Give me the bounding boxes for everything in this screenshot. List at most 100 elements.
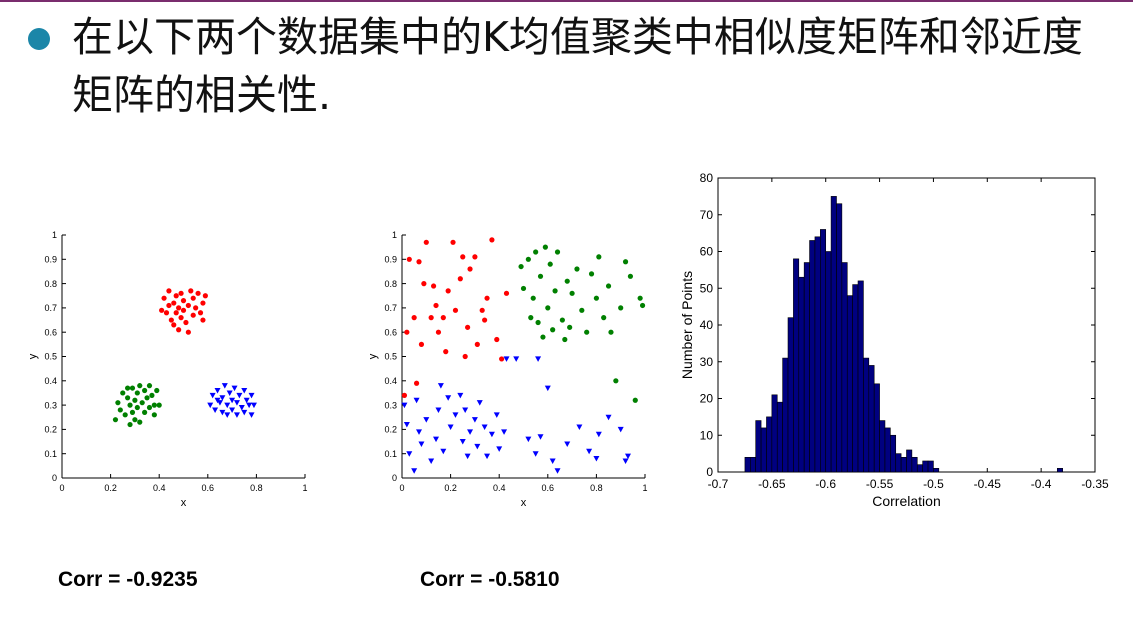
data-point-green <box>637 295 643 301</box>
data-point-red <box>484 295 490 301</box>
data-point-blue <box>214 388 221 394</box>
data-point-green <box>622 259 629 265</box>
x-tick-label: 0.6 <box>542 483 555 493</box>
data-point-green <box>567 324 573 330</box>
data-point-blue <box>224 412 231 418</box>
data-point-red <box>200 317 206 323</box>
data-point-green <box>562 336 568 343</box>
histogram-bar <box>830 196 837 473</box>
data-point-red <box>433 302 439 309</box>
y-tick-label: 0.2 <box>44 425 57 435</box>
x-tick-label: 1 <box>302 483 307 493</box>
data-point-blue <box>513 356 520 362</box>
histogram-bar <box>1056 468 1063 473</box>
data-point-green <box>144 395 150 401</box>
data-point-red <box>197 310 204 316</box>
corr-caption-middle: Corr = -0.5810 <box>420 568 560 591</box>
x-tick-label: 0.4 <box>153 483 166 493</box>
data-point-green <box>608 329 614 335</box>
data-point-green <box>142 387 148 394</box>
data-point-green <box>540 334 546 340</box>
data-point-green <box>588 271 595 277</box>
data-point-blue <box>241 409 248 416</box>
y-tick-label: 0.1 <box>44 449 57 459</box>
data-point-red <box>178 290 184 296</box>
x-tick-label: 0.2 <box>104 483 117 493</box>
x-tick-label: 0.8 <box>250 483 263 493</box>
x-tick-label: -0.35 <box>1081 477 1109 491</box>
data-point-green <box>574 266 580 272</box>
data-point-red <box>159 307 165 313</box>
data-point-green <box>537 273 544 279</box>
y-tick-label: 0.1 <box>384 449 397 459</box>
histogram-bar <box>760 427 767 473</box>
data-point-red <box>163 310 170 316</box>
data-point-blue <box>564 441 571 447</box>
data-point-red <box>482 317 488 323</box>
data-point-red <box>195 290 201 296</box>
data-point-green <box>129 385 136 391</box>
data-point-red <box>423 239 429 245</box>
data-point-blue <box>481 424 488 430</box>
data-point-blue <box>231 385 238 392</box>
data-point-blue <box>433 436 440 443</box>
data-point-red <box>460 254 466 260</box>
data-point-red <box>190 312 196 318</box>
data-point-red <box>457 276 463 282</box>
data-point-blue <box>226 390 233 396</box>
histogram-bar <box>890 434 897 473</box>
data-point-green <box>545 305 551 311</box>
data-point-red <box>435 329 442 335</box>
data-point-blue <box>474 443 481 450</box>
x-tick-label: 0 <box>399 483 404 493</box>
data-point-green <box>542 244 548 250</box>
data-point-blue <box>471 417 478 423</box>
data-point-green <box>547 261 553 267</box>
x-tick-label: 1 <box>642 483 647 493</box>
data-point-green <box>139 400 145 406</box>
data-point-blue <box>459 439 466 445</box>
data-point-red <box>474 341 480 347</box>
histogram-bar <box>895 453 902 473</box>
data-point-green <box>525 256 531 262</box>
data-point-blue <box>250 402 257 409</box>
data-point-green <box>142 409 148 415</box>
data-point-red <box>188 288 194 294</box>
data-point-red <box>166 302 172 309</box>
x-tick-label: -0.65 <box>758 477 786 491</box>
histogram-bar <box>787 317 794 473</box>
data-point-red <box>185 302 191 309</box>
data-point-blue <box>403 422 410 428</box>
data-point-blue <box>212 407 219 413</box>
histogram-bar <box>803 262 810 473</box>
data-point-blue <box>476 400 483 406</box>
data-point-green <box>154 387 160 394</box>
histogram-bar <box>900 456 907 473</box>
data-point-green <box>535 319 541 326</box>
y-tick-label: 60 <box>700 245 714 259</box>
data-point-red <box>166 288 172 294</box>
data-point-green <box>134 390 140 396</box>
data-point-green <box>552 288 558 294</box>
histogram-bar <box>750 456 756 473</box>
histogram-bar <box>884 427 891 473</box>
data-point-green <box>533 249 539 255</box>
data-point-blue <box>532 451 539 457</box>
data-point-red <box>202 293 208 299</box>
data-point-blue <box>617 426 624 433</box>
data-point-green <box>601 315 607 321</box>
data-point-red <box>499 356 505 362</box>
data-point-blue <box>248 412 255 418</box>
y-tick-label: 0.3 <box>384 400 397 410</box>
data-point-red <box>418 341 425 347</box>
data-point-blue <box>209 392 216 399</box>
histogram-bar <box>868 365 875 473</box>
data-point-green <box>518 263 524 270</box>
data-point-green <box>559 317 565 323</box>
correlation-histogram: -0.7 -0.65 -0.6 -0.55 -0.5 -0.45 -0.4 -0.35 0 10 2… <box>679 171 1109 509</box>
data-point-blue <box>224 402 231 409</box>
x-tick-label: 0.6 <box>202 483 215 493</box>
y-tick-label: 80 <box>700 171 714 185</box>
data-point-red <box>450 239 456 245</box>
data-point-red <box>462 353 468 360</box>
